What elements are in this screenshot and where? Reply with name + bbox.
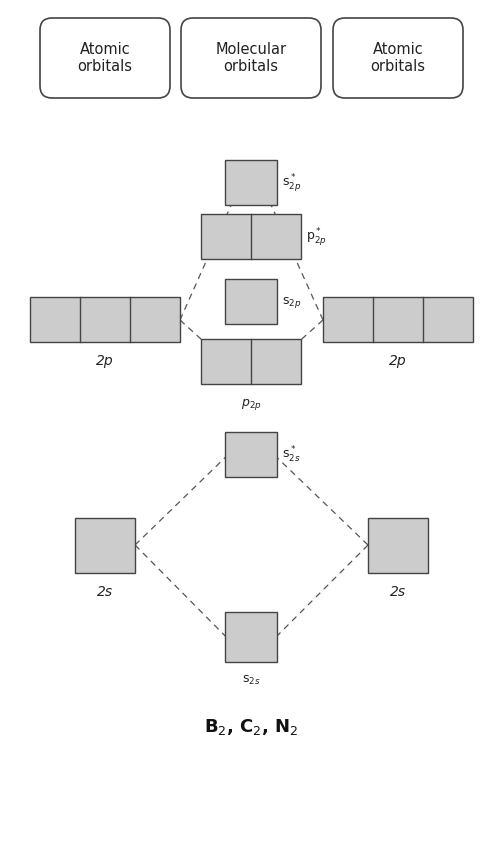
FancyBboxPatch shape: [40, 18, 170, 98]
Text: 2s: 2s: [97, 585, 113, 598]
Text: p$_{2p}$: p$_{2p}$: [240, 397, 262, 411]
FancyBboxPatch shape: [333, 18, 463, 98]
Text: Atomic
orbitals: Atomic orbitals: [77, 42, 132, 74]
Bar: [225, 612, 277, 662]
Text: s$_{2p}$: s$_{2p}$: [282, 294, 301, 310]
Text: p$_{2p}^*$: p$_{2p}^*$: [306, 226, 327, 248]
Text: Atomic
orbitals: Atomic orbitals: [371, 42, 426, 74]
Bar: [368, 517, 428, 573]
Text: 2s: 2s: [390, 585, 406, 598]
Bar: [225, 161, 277, 205]
Text: s$_{2s}$: s$_{2s}$: [242, 674, 260, 687]
Text: s$_{2s}^*$: s$_{2s}^*$: [282, 445, 301, 465]
Text: Molecular
orbitals: Molecular orbitals: [215, 42, 287, 74]
Bar: [30, 298, 180, 343]
Bar: [225, 433, 277, 477]
Bar: [323, 298, 473, 343]
Text: s$_{2p}^*$: s$_{2p}^*$: [282, 172, 301, 194]
Text: B$_2$, C$_2$, N$_2$: B$_2$, C$_2$, N$_2$: [204, 717, 298, 737]
Text: 2p: 2p: [389, 355, 407, 369]
Bar: [201, 339, 301, 385]
Bar: [75, 517, 135, 573]
Bar: [225, 280, 277, 325]
Text: 2p: 2p: [96, 355, 114, 369]
Bar: [201, 215, 301, 260]
FancyBboxPatch shape: [181, 18, 321, 98]
